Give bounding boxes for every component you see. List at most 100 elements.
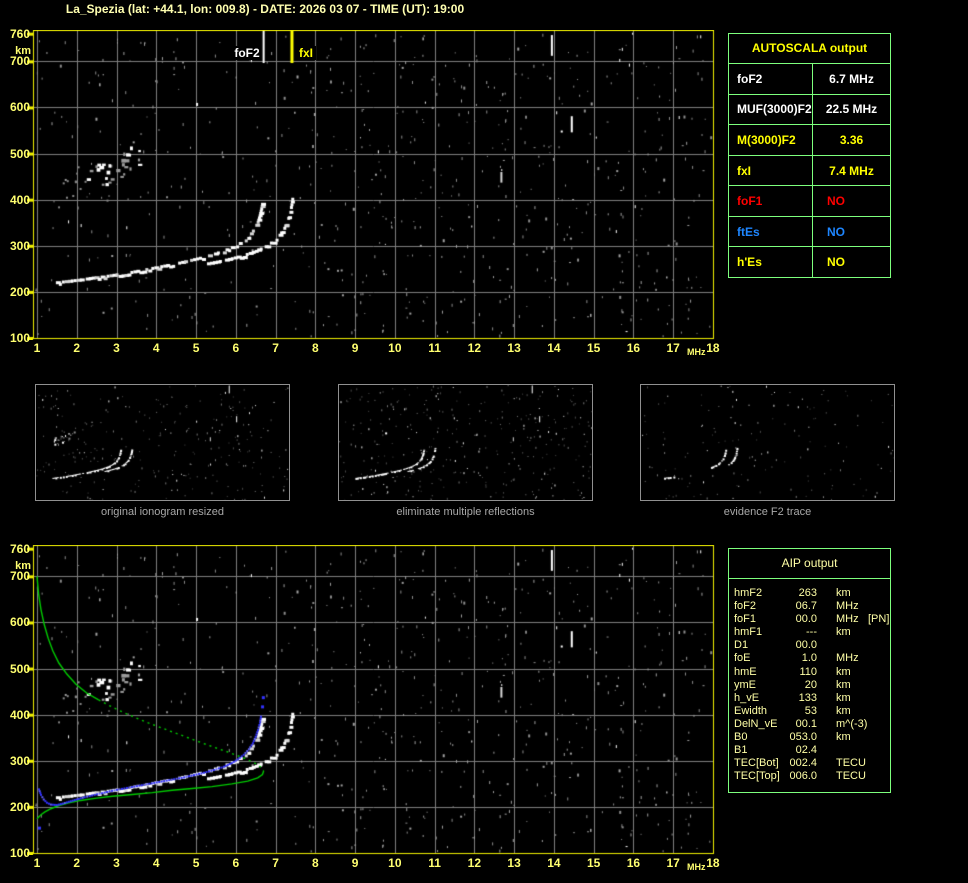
- aip-row-unit: MHz: [836, 600, 859, 613]
- x-axis-tick-label: 2: [73, 856, 81, 870]
- row-label: ftEs: [729, 216, 813, 247]
- row-label: foF2: [729, 64, 813, 94]
- thumbnail-caption: eliminate multiple reflections: [396, 506, 535, 518]
- x-axis-tick-label: 8: [311, 341, 319, 355]
- aip-row-extra: [868, 705, 890, 718]
- x-axis-tick-label: 14: [547, 341, 561, 355]
- y-axis-tick-label: 500: [9, 661, 30, 676]
- aip-row-unit: MHz: [836, 613, 859, 626]
- row-value: 6.7 MHz: [829, 71, 874, 86]
- aip-gap: [817, 587, 836, 600]
- y-axis-tick-label: 700: [9, 54, 30, 69]
- x-axis-tick-label: 4: [152, 341, 160, 355]
- thumbnail-eliminate-canvas: [338, 384, 593, 501]
- y-axis-tick-label: 600: [9, 615, 30, 630]
- x-axis-tick-label: 16: [626, 856, 641, 870]
- aip-row-unit: km: [836, 587, 851, 599]
- aip-gap: [817, 652, 836, 665]
- x-axis-tick-label: 6: [232, 856, 240, 870]
- aip-row-extra: [868, 731, 890, 744]
- aip-row: hmE 110 km: [734, 666, 890, 679]
- aip-row-value: 02.4: [795, 744, 817, 757]
- aip-row: h_vE 133 km: [734, 692, 890, 705]
- aip-gap: [817, 666, 836, 679]
- aip-row-unit: TECU: [836, 757, 866, 770]
- aip-row: D1 00.0: [734, 639, 890, 652]
- aip-table-header: AIP output: [729, 549, 890, 579]
- aip-row-extra: [868, 718, 890, 731]
- y-axis-tick-label: 760: [9, 26, 30, 41]
- aip-row-value: 002.4: [789, 757, 817, 770]
- row-label: foF1: [729, 186, 813, 216]
- row-value: 7.4 MHz: [829, 163, 874, 178]
- y-axis-tick-label: 400: [9, 707, 30, 722]
- mhz-unit-label: MHz: [687, 347, 706, 357]
- x-axis-tick-label: 10: [388, 341, 402, 355]
- y-axis-tick-label: 100: [9, 846, 30, 860]
- y-axis-tick-label: 100: [9, 331, 30, 345]
- aip-gap: [817, 600, 836, 613]
- aip-row-label: foE: [734, 652, 751, 665]
- row-value: 3.36: [839, 132, 864, 147]
- aip-gap: [817, 679, 836, 692]
- aip-row-value: 20: [804, 678, 817, 691]
- aip-row-label: h_vE: [734, 691, 760, 704]
- aip-row-label: TEC[Bot]: [734, 757, 779, 770]
- table-row: foF2 6.7 MHz: [729, 64, 890, 94]
- aip-row-label: hmE: [734, 665, 757, 678]
- x-axis-tick-label: 3: [113, 856, 120, 870]
- aip-row-label: foF1: [734, 613, 757, 626]
- aip-row: foE 1.0 MHz: [734, 652, 890, 665]
- table-row: fxI 7.4 MHz: [729, 154, 890, 186]
- aip-row-unit: km: [836, 665, 851, 678]
- mhz-unit-label: MHz: [687, 862, 706, 872]
- aip-gap: [817, 731, 836, 744]
- y-axis-tick-label: 600: [9, 100, 30, 115]
- km-unit-label: km: [15, 44, 31, 57]
- aip-row-label: B0: [734, 731, 748, 744]
- aip-row: TEC[Bot] 002.4 TECU: [734, 757, 890, 770]
- aip-gap: [817, 613, 836, 626]
- aip-row-extra: [868, 757, 890, 770]
- aip-row-extra: [868, 652, 890, 665]
- fof2-marker-label: foF2: [233, 46, 261, 60]
- row-label: MUF(3000)F2: [729, 94, 813, 125]
- aip-row-value: 006.0: [789, 770, 817, 783]
- aip-row-extra: [868, 679, 890, 692]
- aip-row-unit: MHz: [836, 652, 859, 665]
- aip-row-extra: [868, 587, 890, 600]
- aip-row: TEC[Top] 006.0 TECU: [734, 770, 890, 783]
- y-axis-tick-label: 200: [9, 284, 30, 299]
- aip-row-extra: [868, 744, 890, 757]
- x-axis-tick-label: 1: [33, 341, 41, 355]
- x-axis-tick-label: 9: [351, 341, 359, 355]
- aip-gap: [817, 718, 836, 731]
- row-value: 22.5 MHz: [825, 102, 878, 117]
- aip-row: foF2 06.7 MHz: [734, 600, 890, 613]
- aip-row-value: 1.0: [801, 652, 817, 665]
- aip-table-rows: hmF2 263 km foF2 06.7 MHz foF1 00.0 MHz [PN] hmF1 -…: [729, 579, 890, 783]
- x-axis-tick-label: 12: [467, 341, 482, 355]
- thumbnail-evidence-canvas: [640, 384, 895, 501]
- y-axis-tick-label: 500: [9, 146, 30, 161]
- thumbnail-original-ionogram: original ionogram resized: [35, 384, 290, 518]
- aip-row-value: 053.0: [789, 731, 817, 744]
- aip-row: hmF2 263 km: [734, 587, 890, 600]
- aip-row-unit: km: [836, 704, 851, 717]
- aip-row-value: 53: [804, 704, 817, 717]
- aip-row-extra: [868, 600, 890, 613]
- aip-row: ymE 20 km: [734, 679, 890, 692]
- table-row: M(3000)F2 3.36: [729, 124, 890, 155]
- y-axis-tick-label: 300: [9, 753, 30, 768]
- aip-gap: [817, 770, 836, 783]
- row-value: NO: [827, 255, 845, 270]
- fxi-marker-label: fxI: [296, 46, 316, 60]
- autoscala-table-rows: foF2 6.7 MHz MUF(3000)F2 22.5 MHz M(3000)F2 3…: [729, 64, 890, 278]
- aip-row-label: Ewidth: [734, 704, 768, 717]
- x-axis-tick-label: 5: [192, 856, 200, 870]
- top-ionogram-plot: [27, 30, 717, 340]
- aip-row: DelN_vE 00.1 m^(-3): [734, 718, 890, 731]
- x-axis-tick-label: 18: [706, 856, 720, 870]
- table-row: ftEs NO: [729, 215, 890, 247]
